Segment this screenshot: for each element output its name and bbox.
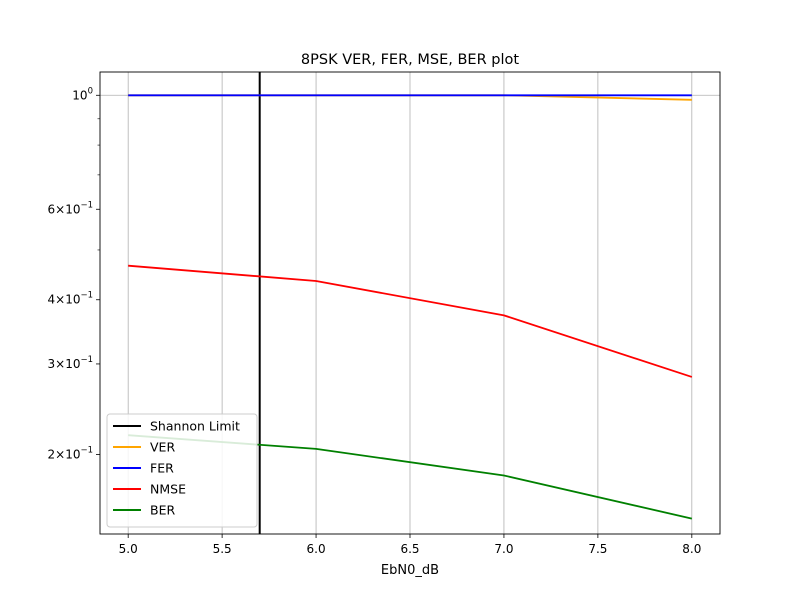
legend-label-ver: VER [150,440,175,455]
x-tick-label: 8.0 [682,542,701,556]
x-tick-label: 5.5 [213,542,232,556]
x-axis: 5.0 5.5 6.0 6.5 7.0 7.5 8.0 [119,534,701,556]
y-axis: 100 6×10−1 4×10−1 3×10−1 2×10−1 [48,86,100,461]
legend-label-nmse: NMSE [150,482,186,497]
y-tick-label: 3×10−1 [48,355,94,371]
x-tick-label: 5.0 [119,542,138,556]
legend-label-ber: BER [150,503,175,518]
x-tick-label: 7.0 [494,542,513,556]
x-axis-label: EbN0_dB [381,563,439,578]
legend-label-shannon-limit: Shannon Limit [150,419,240,434]
x-tick-label: 7.5 [588,542,607,556]
y-tick-label: 100 [72,86,93,102]
series-layer [128,72,693,534]
y-tick-label: 4×10−1 [48,291,94,307]
series-line-nmse [128,264,693,378]
x-tick-label: 6.5 [400,542,419,556]
legend-box [106,413,258,528]
legend-label-fer: FER [150,461,174,476]
y-tick-label: 2×10−1 [48,445,94,461]
chart-title: 8PSK VER, FER, MSE, BER plot [301,52,519,68]
y-tick-label: 6×10−1 [48,200,94,216]
x-tick-label: 6.0 [307,542,326,556]
legend: Shannon Limit VER FER NMSE BER [106,413,258,528]
